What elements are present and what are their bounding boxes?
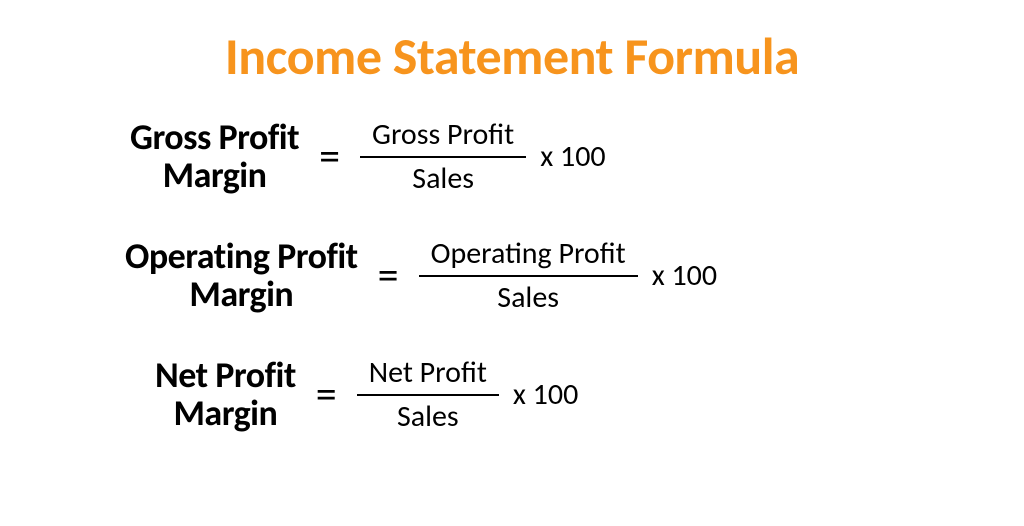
multiplier: x 100 bbox=[513, 376, 578, 413]
denominator: Sales bbox=[485, 277, 571, 317]
label-line2: Margin bbox=[163, 153, 267, 197]
page-title: Income Statement Formula bbox=[225, 24, 799, 88]
formula-gross-profit: Gross Profit Margin = Gross Profit Sales… bbox=[0, 116, 1024, 197]
equals-sign: = bbox=[378, 250, 399, 301]
equals-sign: = bbox=[316, 369, 337, 420]
formula-net-profit: Net Profit Margin = Net Profit Sales x 1… bbox=[0, 354, 1024, 435]
label-line2: Margin bbox=[189, 272, 293, 316]
numerator: Gross Profit bbox=[360, 116, 526, 156]
formula-label: Net Profit Margin bbox=[155, 357, 296, 433]
formulas-container: Gross Profit Margin = Gross Profit Sales… bbox=[0, 116, 1024, 435]
equals-sign: = bbox=[319, 131, 340, 182]
fraction: Gross Profit Sales bbox=[360, 116, 526, 197]
formula-operating-profit: Operating Profit Margin = Operating Prof… bbox=[0, 235, 1024, 316]
label-line2: Margin bbox=[173, 391, 277, 435]
formula-label: Operating Profit Margin bbox=[125, 238, 358, 314]
numerator: Operating Profit bbox=[419, 235, 638, 275]
multiplier: x 100 bbox=[652, 257, 717, 294]
denominator: Sales bbox=[385, 396, 471, 436]
fraction: Operating Profit Sales bbox=[419, 235, 638, 316]
multiplier: x 100 bbox=[540, 138, 605, 175]
fraction: Net Profit Sales bbox=[357, 354, 499, 435]
denominator: Sales bbox=[400, 158, 486, 198]
formula-label: Gross Profit Margin bbox=[130, 119, 299, 195]
numerator: Net Profit bbox=[357, 354, 499, 394]
